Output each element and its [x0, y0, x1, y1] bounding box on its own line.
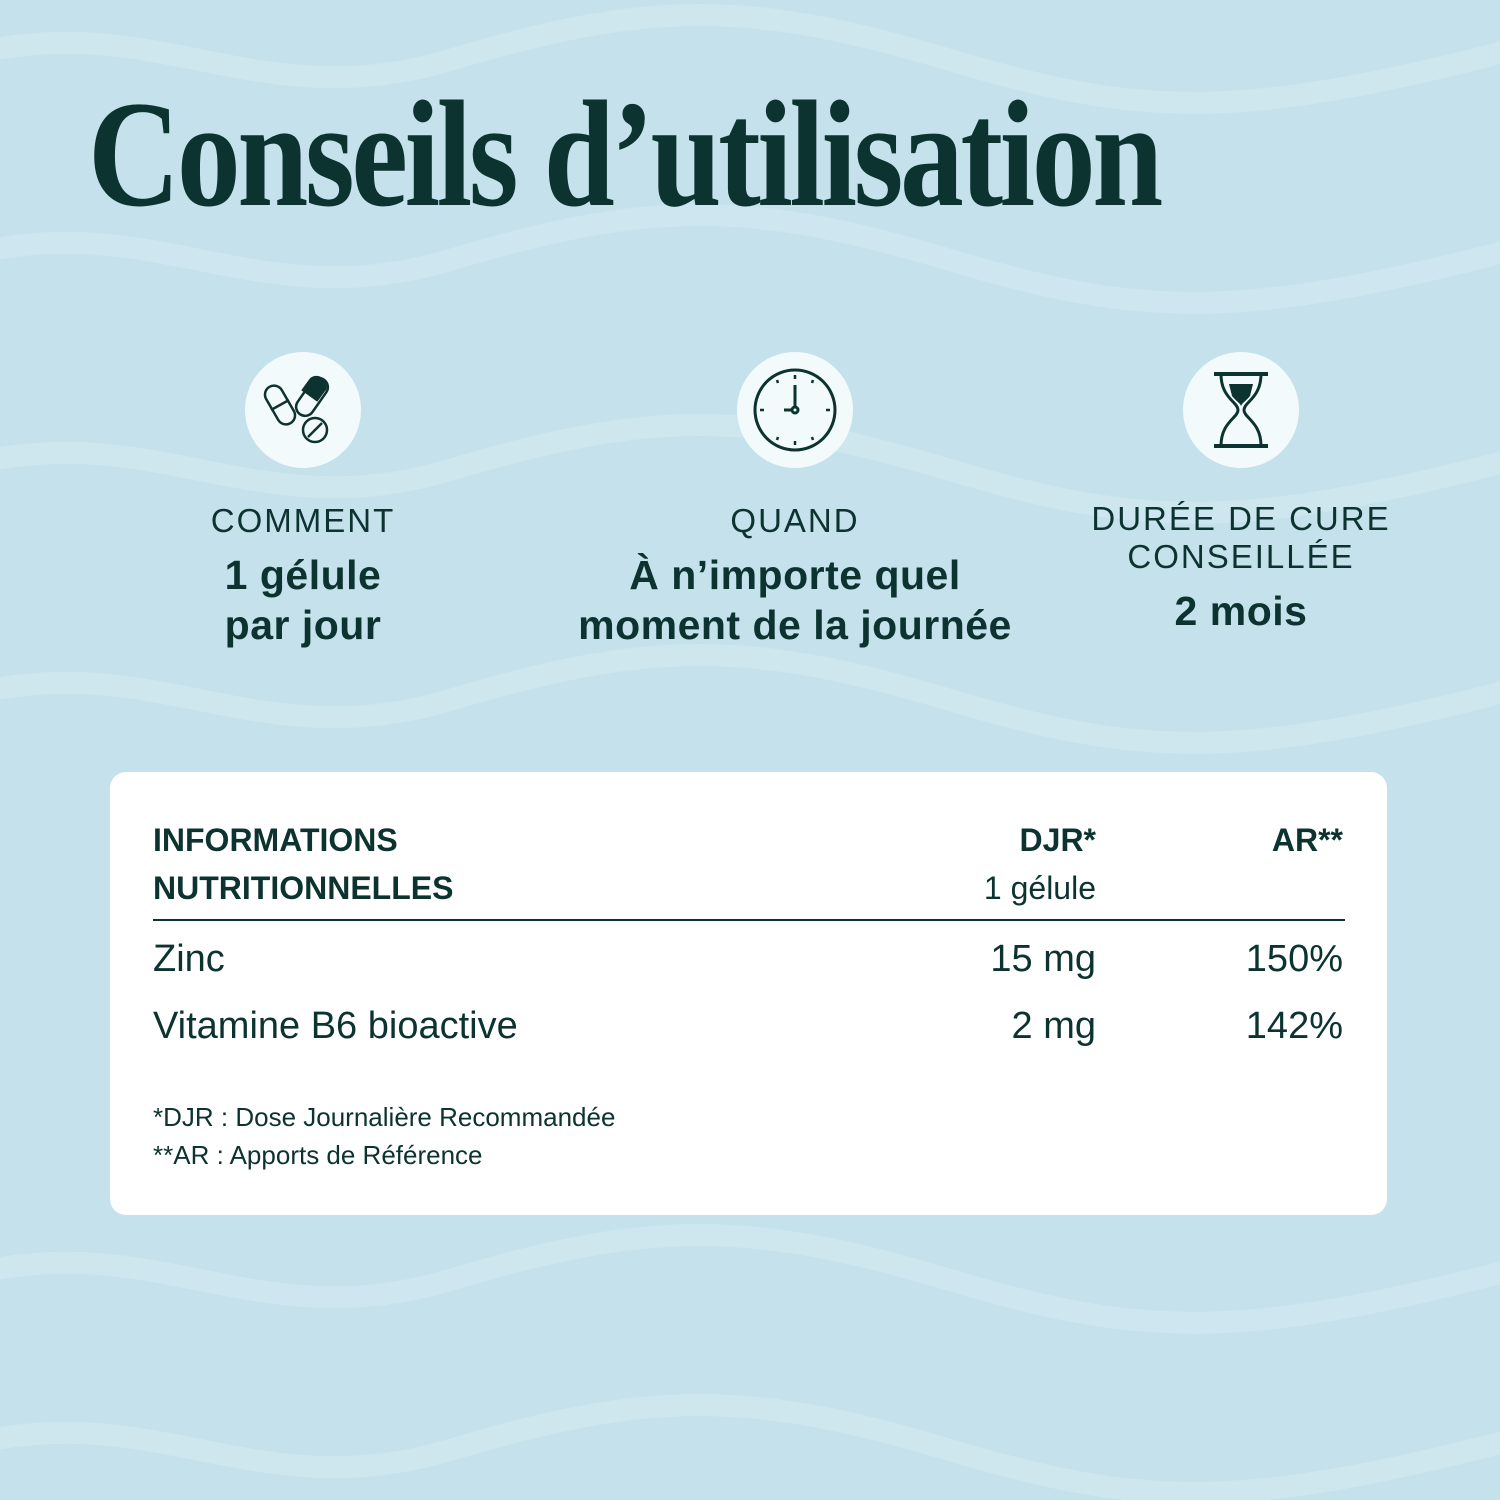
djr-header: DJR* 1 gélule — [984, 816, 1096, 912]
usage-label: QUAND — [730, 502, 860, 539]
nutrient-name: Zinc — [153, 938, 225, 980]
ar-header: AR** — [1271, 822, 1343, 858]
table-row: Vitamine B6 bioactive 2 mg 142% — [153, 1005, 1345, 1055]
djr-sublabel: 1 gélule — [983, 870, 1096, 906]
pills-icon — [245, 352, 361, 468]
usage-value: 2 mois — [1174, 588, 1308, 634]
usage-label: DURÉE DE CURE CONSEILLÉE — [1091, 500, 1391, 575]
nutrition-card: INFORMATIONS NUTRITIONNELLES DJR* 1 gélu… — [110, 772, 1387, 1215]
usage-duration: DURÉE DE CURE CONSEILLÉE 2 mois — [991, 352, 1491, 636]
hourglass-icon — [1183, 352, 1299, 468]
nutrient-name: Vitamine B6 bioactive — [153, 1005, 518, 1047]
table-row: Zinc 15 mg 150% — [153, 938, 1345, 988]
clock-icon — [737, 352, 853, 468]
footnote: **AR : Apports de Référence — [153, 1140, 483, 1170]
nutrient-ar: 142% — [1245, 1005, 1343, 1047]
nutrient-djr: 2 mg — [1011, 1005, 1096, 1047]
header-divider — [153, 919, 1345, 921]
usage-label: COMMENT — [210, 502, 396, 539]
nutrition-title: INFORMATIONS NUTRITIONNELLES — [153, 822, 454, 906]
page-title: Conseils d’utilisation — [88, 70, 1163, 238]
usage-how: COMMENT 1 gélule par jour — [53, 352, 553, 650]
usage-value: À n’importe quel moment de la journée — [578, 552, 1012, 648]
usage-when: QUAND À n’importe quel moment de la jour… — [545, 352, 1045, 650]
nutrient-djr: 15 mg — [990, 938, 1096, 980]
footnotes: *DJR : Dose Journalière Recommandée **AR… — [153, 1098, 615, 1174]
footnote: *DJR : Dose Journalière Recommandée — [153, 1102, 616, 1132]
usage-value: 1 gélule par jour — [224, 552, 382, 648]
nutrient-ar: 150% — [1245, 938, 1343, 980]
djr-label: DJR* — [1019, 822, 1096, 858]
